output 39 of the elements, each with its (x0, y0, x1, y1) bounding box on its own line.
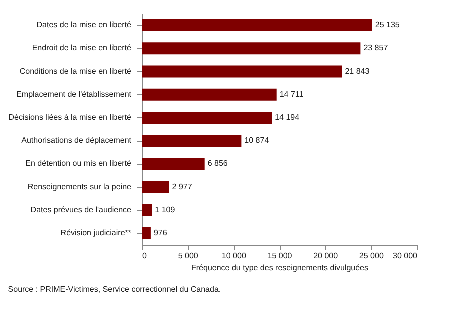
y-tick-label: Décisions liées à la mise en liberté (8, 112, 132, 122)
y-tick-label: Authorisations de déplacement (22, 136, 132, 146)
bar (142, 88, 277, 101)
y-tick-label: Dates prévues de l'audience (30, 205, 132, 214)
data-label: 6 856 (208, 159, 228, 168)
x-tick-label: 10 000 (222, 252, 247, 260)
x-tick-label: 30 000 (393, 252, 418, 260)
bar (142, 20, 372, 32)
data-label: 14 711 (280, 90, 304, 99)
bar (142, 158, 205, 170)
y-tick-label: Dates de la mise en liberté (36, 20, 132, 30)
bar (142, 42, 361, 55)
data-label: 14 194 (275, 112, 300, 122)
data-label: 10 874 (244, 136, 270, 146)
bar (142, 227, 151, 240)
x-tick-label: 0 (142, 252, 148, 260)
y-tick-label: Endroit de la mise en liberté (32, 44, 132, 53)
x-tick-label: 25 000 (359, 252, 384, 260)
y-tick-label: Emplacement de l'établissement (16, 90, 132, 99)
y-tick-label: Conditions de la mise en liberté (20, 66, 132, 76)
y-tick-label: Renseignements sur la peine (28, 182, 132, 192)
bar (142, 204, 152, 216)
bar (142, 135, 242, 148)
data-label: 25 135 (375, 20, 400, 30)
data-label: 21 843 (345, 66, 370, 76)
bar (142, 66, 342, 78)
source-note: Source : PRIME-Victimes, Service correctionnel du Canada. (8, 285, 222, 294)
x-axis-title: Fréquence du type des reseignements divulguées (192, 264, 368, 272)
data-label: 1 109 (155, 205, 176, 214)
bar (142, 181, 170, 194)
data-label: 976 (154, 228, 168, 238)
x-tick-label: 15 000 (268, 252, 293, 260)
bar (142, 112, 272, 124)
data-label: 2 977 (172, 182, 193, 192)
y-tick-label: Révision judiciaire** (60, 228, 132, 238)
y-tick-label: En détention ou mis en liberté (26, 159, 132, 168)
data-label: 23 857 (364, 44, 389, 53)
x-tick-label: 5 000 (178, 252, 199, 260)
x-tick-label: 20 000 (314, 252, 339, 260)
